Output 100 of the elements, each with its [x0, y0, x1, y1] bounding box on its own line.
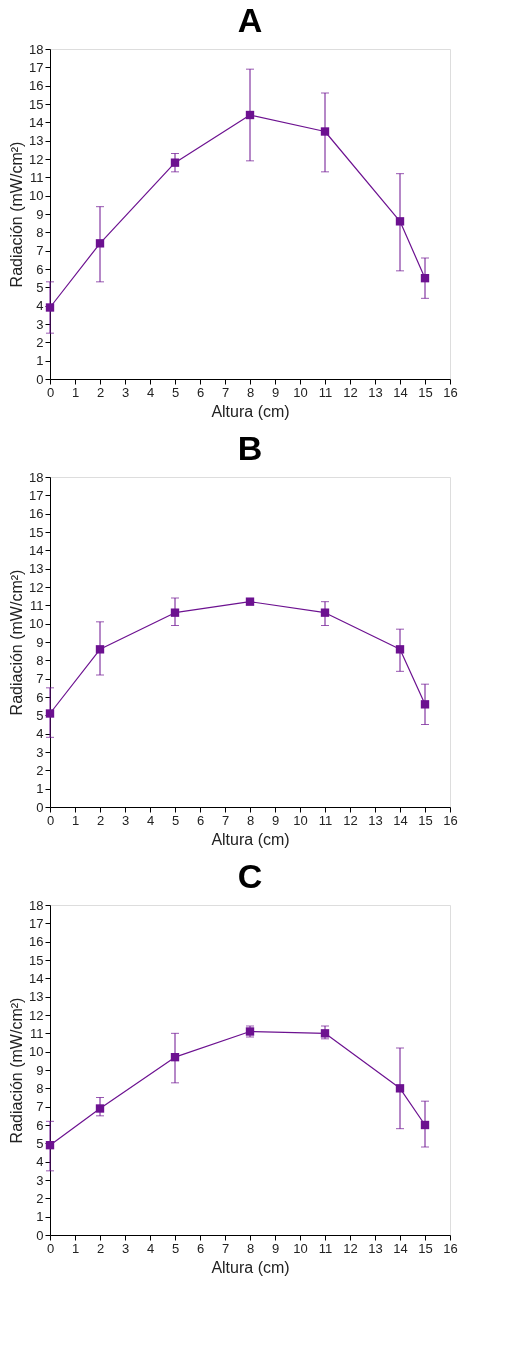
point	[245, 110, 255, 120]
x-tick-label: 16	[443, 384, 458, 400]
x-tick-label: 11	[318, 812, 333, 828]
x-axis-title: Altura (cm)	[211, 830, 290, 848]
x-tick-label: 1	[71, 812, 80, 828]
y-tick-label: 12	[29, 1007, 44, 1023]
y-tick-label: 2	[36, 1190, 44, 1206]
point	[395, 645, 405, 654]
y-tick-label: 13	[29, 989, 44, 1005]
x-tick-label: 15	[418, 384, 433, 400]
x-tick-label: 4	[146, 812, 155, 828]
y-tick-label: 11	[30, 597, 44, 613]
x-tick-label: 3	[121, 1240, 130, 1256]
point	[320, 127, 330, 136]
x-tick-label: 5	[171, 384, 180, 400]
y-tick-label: 18	[29, 469, 44, 485]
y-tick-label: 9	[36, 634, 44, 650]
x-tick-label: 11	[318, 384, 333, 400]
y-tick-label: 15	[29, 96, 44, 112]
x-tick-label: 5	[171, 1240, 180, 1256]
x-tick-label: 10	[293, 1240, 308, 1256]
y-tick-label: 8	[36, 652, 44, 668]
x-tick-label: 8	[246, 812, 255, 828]
y-tick-label: 10	[29, 616, 44, 632]
point	[170, 1052, 180, 1062]
y-tick-label: 16	[29, 934, 44, 950]
y-tick-label: 14	[29, 542, 44, 558]
x-tick-label: 8	[246, 1240, 255, 1256]
x-tick-label: 16	[443, 1240, 458, 1256]
y-tick-label: 9	[36, 1062, 44, 1078]
point	[245, 597, 255, 606]
y-tick-label: 9	[36, 206, 44, 222]
y-tick-label: 17	[29, 59, 44, 75]
x-tick-label: 1	[71, 1240, 80, 1256]
y-tick-label: 18	[29, 41, 44, 57]
y-tick-label: 15	[29, 952, 44, 968]
y-tick-label: 5	[36, 707, 44, 723]
x-tick-label: 13	[368, 1240, 383, 1256]
x-tick-label: 2	[96, 812, 105, 828]
x-tick-label: 3	[121, 812, 130, 828]
y-tick-label: 17	[29, 487, 44, 503]
y-tick-label: 6	[36, 689, 44, 705]
y-tick-label: 12	[29, 151, 44, 167]
point	[420, 700, 430, 709]
y-tick-label: 3	[36, 744, 44, 760]
point	[170, 608, 180, 617]
y-tick-label: 5	[36, 1135, 44, 1151]
x-tick-label: 3	[121, 384, 130, 400]
x-tick-label: 9	[271, 1240, 280, 1256]
x-tick-label: 7	[221, 812, 230, 828]
x-tick-label: 8	[246, 384, 255, 400]
y-tick-label: 2	[36, 334, 44, 350]
x-tick-label: 2	[96, 384, 105, 400]
x-tick-label: 11	[318, 1240, 333, 1256]
x-tick-label: 12	[343, 384, 358, 400]
y-axis-title: Radiación (mW/cm²)	[8, 997, 26, 1144]
x-tick-label: 7	[221, 384, 230, 400]
chart-title: A	[237, 1, 263, 39]
x-tick-label: 15	[418, 1240, 433, 1256]
y-tick-label: 0	[36, 799, 44, 815]
x-axis-title: Altura (cm)	[211, 402, 290, 420]
x-tick-label: 2	[96, 1240, 105, 1256]
y-tick-label: 16	[29, 78, 44, 94]
x-tick-label: 13	[368, 812, 383, 828]
y-tick-label: 4	[36, 298, 44, 314]
x-tick-label: 9	[271, 812, 280, 828]
y-tick-label: 3	[36, 316, 44, 332]
y-tick-label: 11	[30, 169, 44, 185]
y-tick-label: 14	[29, 970, 44, 986]
y-tick-label: 7	[36, 1099, 44, 1115]
x-tick-label: 4	[146, 384, 155, 400]
point	[395, 217, 405, 226]
point	[420, 1120, 430, 1130]
y-tick-label: 5	[36, 279, 44, 295]
x-tick-label: 0	[46, 384, 55, 400]
y-tick-label: 16	[29, 506, 44, 522]
y-tick-label: 13	[29, 133, 44, 149]
y-tick-label: 15	[29, 524, 44, 540]
x-tick-label: 6	[196, 1240, 205, 1256]
x-tick-label: 13	[368, 384, 383, 400]
x-tick-label: 6	[196, 384, 205, 400]
point	[420, 273, 430, 283]
y-tick-label: 1	[36, 1209, 44, 1225]
y-tick-label: 4	[36, 726, 44, 742]
y-tick-label: 8	[36, 224, 44, 240]
x-tick-label: 15	[418, 812, 433, 828]
x-axis-title: Altura (cm)	[211, 1258, 290, 1276]
y-tick-label: 2	[36, 762, 44, 778]
point	[170, 158, 180, 167]
point	[95, 1104, 105, 1113]
x-tick-label: 10	[293, 384, 308, 400]
chart-title: C	[237, 857, 263, 895]
point	[320, 1029, 330, 1038]
x-tick-label: 4	[146, 1240, 155, 1256]
point	[395, 1084, 405, 1093]
y-tick-label: 3	[36, 1172, 44, 1188]
x-tick-label: 6	[196, 812, 205, 828]
y-tick-label: 6	[36, 261, 44, 277]
y-tick-label: 12	[29, 579, 44, 595]
x-tick-label: 12	[343, 812, 358, 828]
